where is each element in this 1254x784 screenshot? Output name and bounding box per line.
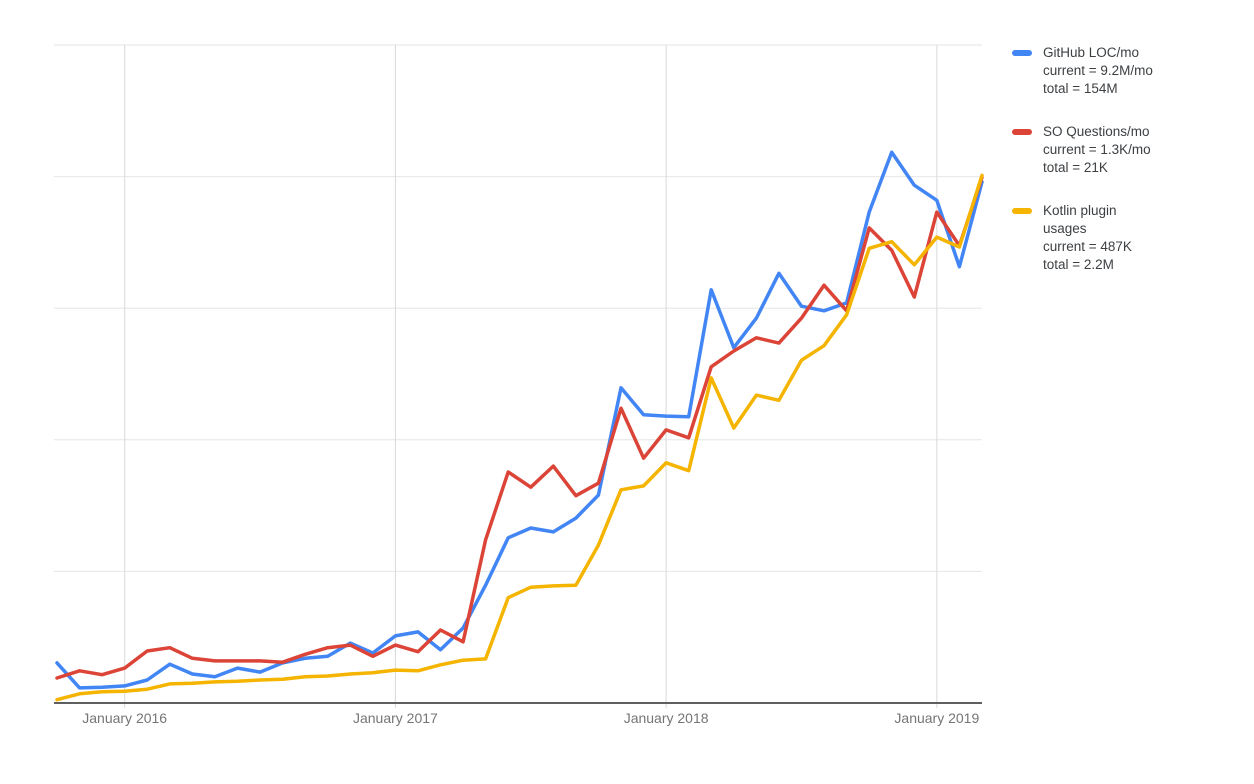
legend-so-current-value: current = 1.3K/mo	[1043, 142, 1151, 157]
kotlin-plugin-series-swatch-icon	[1012, 208, 1032, 214]
x-axis-label-january-2017: January 2017	[352, 710, 438, 726]
legend-kotlin-current-value: current = 487K	[1043, 239, 1132, 254]
legend-item-github-loc: GitHub LOC/mo current = 9.2M/mo total = …	[1012, 44, 1247, 98]
series-line-so-questions-mo[interactable]	[55, 175, 984, 680]
chart-legend: GitHub LOC/mo current = 9.2M/mo total = …	[1012, 44, 1247, 299]
x-axis-label-january-2016: January 2016	[82, 710, 168, 726]
legend-so-series-name: SO Questions/mo	[1043, 124, 1150, 139]
series-line-github-loc-mo[interactable]	[55, 150, 984, 690]
legend-so-total-value: total = 21K	[1043, 160, 1108, 175]
legend-item-so-questions: SO Questions/mo current = 1.3K/mo total …	[1012, 123, 1247, 177]
x-axis-label-january-2019: January 2019	[894, 710, 980, 726]
legend-github-total-value: total = 154M	[1043, 81, 1118, 96]
so-questions-series-swatch-icon	[1012, 129, 1032, 135]
github-loc-series-swatch-icon	[1012, 50, 1032, 56]
legend-kotlin-total-value: total = 2.2M	[1043, 257, 1114, 272]
legend-github-series-name: GitHub LOC/mo	[1043, 45, 1140, 60]
legend-github-current-value: current = 9.2M/mo	[1043, 63, 1153, 78]
legend-item-kotlin-plugin: Kotlin plugin usages current = 487K tota…	[1012, 202, 1247, 274]
x-axis-label-january-2018: January 2018	[623, 710, 709, 726]
legend-kotlin-series-name-line2: usages	[1043, 221, 1087, 236]
series-line-kotlin-plugin-usages[interactable]	[55, 173, 984, 702]
legend-kotlin-series-name-line1: Kotlin plugin	[1043, 203, 1117, 218]
